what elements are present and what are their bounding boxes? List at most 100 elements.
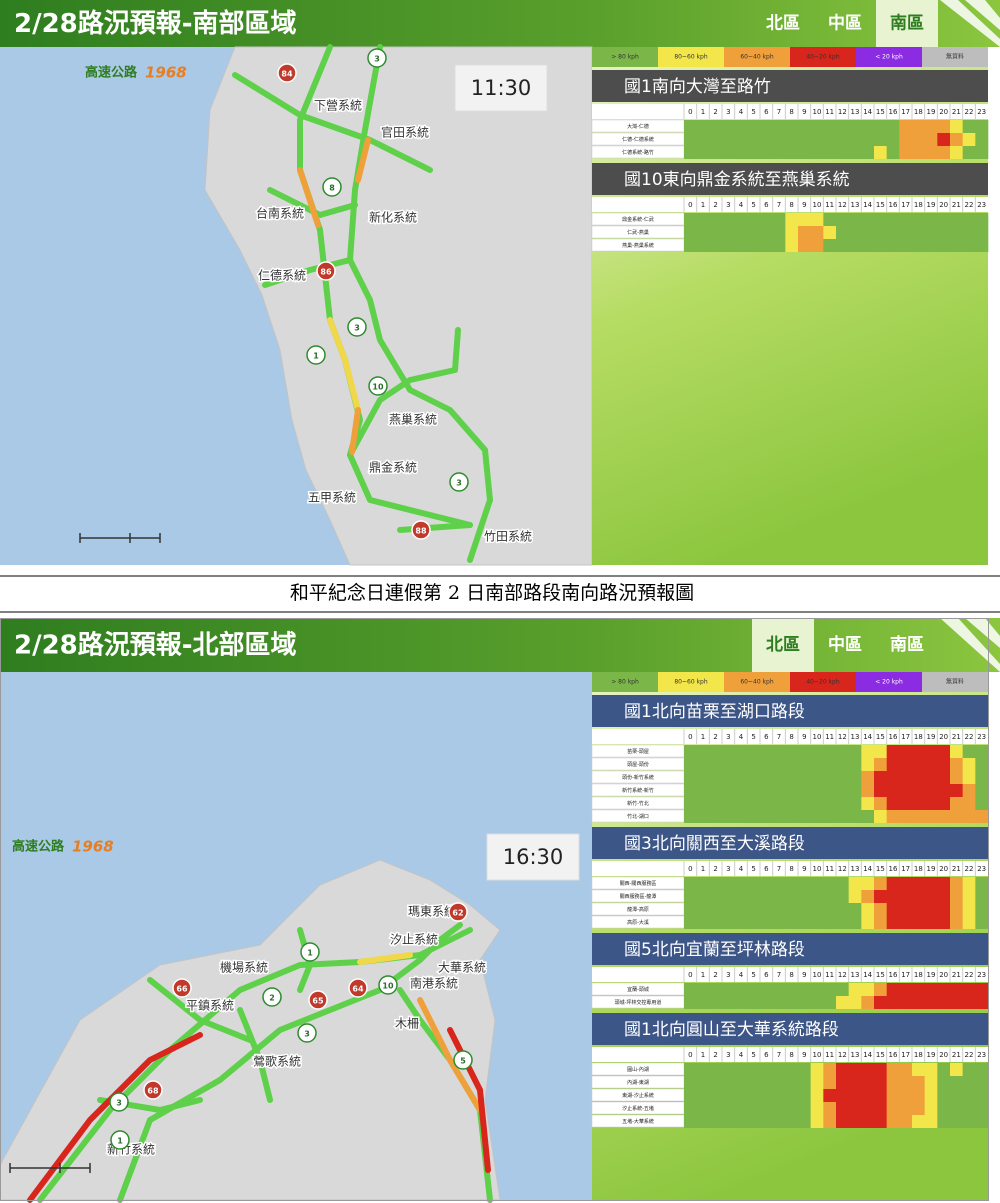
hour-label: 11 bbox=[825, 1051, 834, 1059]
segment-label: 仁德系統-路竹 bbox=[622, 149, 654, 156]
route-number: 3 bbox=[354, 324, 360, 333]
region-tab[interactable]: 南區 bbox=[890, 634, 924, 655]
hour-label: 1 bbox=[701, 108, 705, 116]
hour-label: 13 bbox=[851, 1051, 860, 1059]
speed-cell bbox=[810, 996, 824, 1009]
speed-cell bbox=[772, 146, 786, 159]
section-title: 國1北向苗栗至湖口路段 bbox=[624, 702, 805, 722]
speed-cell bbox=[760, 120, 773, 133]
speed-cell bbox=[684, 1076, 697, 1089]
segment-label: 鼎金系統-仁武 bbox=[622, 216, 654, 223]
interchange-label: 南港系統 bbox=[410, 976, 458, 991]
speed-cell bbox=[722, 877, 735, 890]
speed-cell bbox=[975, 903, 989, 916]
speed-cell bbox=[709, 983, 723, 996]
speed-cell bbox=[962, 133, 976, 146]
speed-cell bbox=[785, 146, 799, 159]
speed-cell bbox=[937, 226, 951, 239]
speed-cell bbox=[734, 1063, 748, 1076]
hour-label: 5 bbox=[751, 865, 755, 873]
hour-label: 3 bbox=[726, 733, 730, 741]
hour-label: 19 bbox=[927, 1051, 936, 1059]
speed-cell bbox=[785, 1076, 799, 1089]
region-tab[interactable]: 南區 bbox=[890, 13, 924, 34]
route-shield bbox=[378, 975, 398, 995]
speed-cell bbox=[772, 983, 786, 996]
road bbox=[27, 1032, 203, 1203]
speed-cell bbox=[823, 983, 837, 996]
speed-cell bbox=[772, 810, 786, 823]
region-tab[interactable]: 北區 bbox=[766, 635, 800, 655]
hour-label: 13 bbox=[851, 201, 860, 209]
section-title: 國10東向鼎金系統至燕巢系統 bbox=[624, 170, 850, 190]
speed-cell bbox=[899, 758, 913, 771]
hour-label: 14 bbox=[863, 733, 872, 741]
road bbox=[297, 167, 321, 228]
speed-cell bbox=[874, 758, 887, 771]
speed-cell bbox=[886, 810, 900, 823]
speed-cell bbox=[696, 797, 710, 810]
speed-cell bbox=[734, 810, 748, 823]
active-tab-bg bbox=[752, 618, 814, 672]
hour-label: 6 bbox=[764, 201, 769, 209]
speed-cell bbox=[861, 916, 875, 929]
speed-cell bbox=[684, 784, 697, 797]
region-tab[interactable]: 北區 bbox=[766, 14, 800, 34]
speed-cell bbox=[962, 903, 976, 916]
speed-cell bbox=[899, 120, 913, 133]
speed-cell bbox=[975, 810, 989, 823]
speed-cell bbox=[874, 771, 887, 784]
hour-label: 7 bbox=[777, 1051, 781, 1059]
speed-cell bbox=[810, 1063, 824, 1076]
speed-cell bbox=[899, 133, 913, 146]
speed-cell bbox=[924, 903, 938, 916]
route-number: 3 bbox=[304, 1030, 310, 1039]
road bbox=[232, 72, 433, 173]
speed-cell bbox=[709, 213, 723, 226]
speed-cell bbox=[696, 1102, 710, 1115]
speed-cell bbox=[722, 1115, 735, 1128]
speed-cell bbox=[874, 226, 887, 239]
region-tab[interactable]: 中區 bbox=[828, 634, 862, 655]
hour-label: 21 bbox=[952, 201, 961, 209]
speed-cell bbox=[785, 758, 799, 771]
speed-cell bbox=[810, 916, 824, 929]
speed-cell bbox=[734, 745, 748, 758]
speed-cell bbox=[810, 1076, 824, 1089]
hour-label: 3 bbox=[726, 865, 730, 873]
speed-cell bbox=[861, 797, 875, 810]
speed-cell bbox=[836, 745, 849, 758]
hour-label: 15 bbox=[876, 865, 885, 873]
speed-cell bbox=[760, 996, 773, 1009]
hour-label: 5 bbox=[751, 733, 755, 741]
route-shield bbox=[347, 317, 367, 337]
speed-cell bbox=[823, 784, 837, 797]
section-title: 國1南向大灣至路竹 bbox=[624, 77, 771, 97]
speed-cell bbox=[899, 877, 913, 890]
region-tab[interactable]: 中區 bbox=[828, 13, 862, 34]
speed-cell bbox=[924, 877, 938, 890]
speed-cell bbox=[747, 1063, 761, 1076]
hour-label: 9 bbox=[802, 108, 806, 116]
speed-cell bbox=[810, 797, 824, 810]
speed-cell bbox=[975, 916, 989, 929]
forecast-time: 11:30 bbox=[471, 76, 532, 100]
road bbox=[267, 187, 358, 218]
speed-cell bbox=[684, 983, 697, 996]
hour-label: 19 bbox=[927, 108, 936, 116]
speed-cell bbox=[861, 771, 875, 784]
speed-cell bbox=[709, 996, 723, 1009]
route-number: 86 bbox=[320, 268, 332, 277]
legend-label: 80~60 kph bbox=[674, 54, 707, 61]
speed-cell bbox=[874, 1089, 887, 1102]
speed-cell bbox=[785, 213, 799, 226]
hour-label: 18 bbox=[914, 971, 923, 979]
speed-cell bbox=[684, 771, 697, 784]
road bbox=[447, 1027, 491, 1173]
speed-cell bbox=[861, 146, 875, 159]
speed-cell bbox=[886, 133, 900, 146]
hour-label: 16 bbox=[889, 1051, 898, 1059]
legend-swatch bbox=[592, 672, 658, 692]
speed-cell bbox=[924, 745, 938, 758]
speed-cell bbox=[785, 1063, 799, 1076]
